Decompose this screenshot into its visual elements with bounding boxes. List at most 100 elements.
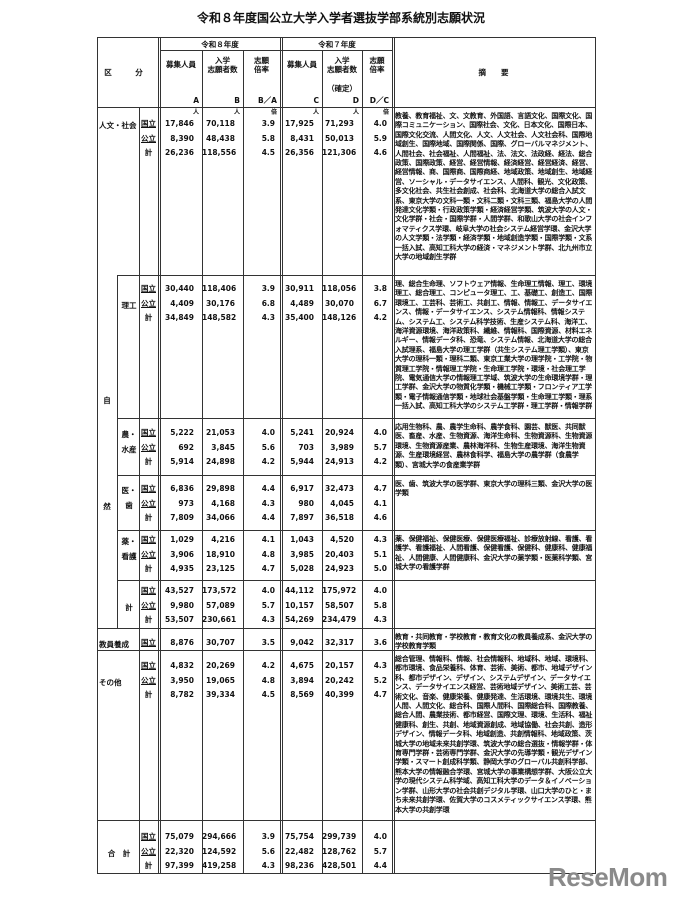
column-header-ratio: 志願 倍率 [369,56,385,74]
value-ba: 4.7 [261,564,275,574]
notes-text: 薬、保健福祉、保健医療、保健医療福祉、診療放射線、看護、看護学、看護福祉、人間看… [395,535,593,572]
value-a: 4,935 [170,564,194,574]
value-ba: 3.5 [261,638,275,647]
row-type-label: 計 [144,513,153,523]
value-a: 30,440 [165,284,194,293]
value-d: 4,045 [330,498,354,508]
value-c: 1,043 [290,535,314,544]
value-ba: 4.3 [261,313,275,323]
table-rule [97,650,595,651]
value-dc: 5.7 [373,846,387,856]
value-c: 7,897 [290,513,314,523]
value-c: 3,985 [290,549,314,559]
group-label: 医・ 歯 [121,486,137,510]
value-d: 128,762 [322,846,357,856]
value-c: 54,269 [285,615,314,625]
value-ba: 6.8 [261,298,275,308]
value-d: 24,913 [325,457,354,467]
value-a: 17,846 [165,119,194,128]
column-letter: D [352,96,359,105]
table-rule [97,820,595,821]
column-header-capacity: 募集人員 [166,60,196,69]
value-d: 20,403 [325,549,354,559]
value-dc: 5.8 [373,600,387,610]
value-dc: 4.0 [373,586,387,595]
row-type-label: 計 [144,564,153,574]
value-b: 124,592 [202,846,237,856]
value-ba: 4.2 [261,661,275,670]
row-type-label: 国立 [141,535,156,544]
row-type-label: 公立 [141,600,156,610]
value-b: 21,053 [206,428,235,437]
value-c: 98,236 [285,861,314,871]
table-rule [97,628,595,629]
value-dc: 4.4 [373,861,387,871]
unit-label: 人 [233,109,240,116]
table-rule [202,50,203,873]
row-type-label: 公立 [141,549,156,559]
group-label: 薬・ 看護 [121,537,137,561]
table-rule [139,107,140,873]
value-a: 22,320 [165,846,194,856]
table-rule [117,275,118,628]
value-a: 8,390 [170,133,194,143]
column-header-capacity: 募集人員 [287,60,317,69]
value-b: 3,845 [211,442,235,452]
value-dc: 4.0 [373,428,387,437]
row-type-label: 国立 [141,284,156,293]
value-d: 175,972 [322,586,357,595]
value-dc: 4.3 [373,535,387,544]
value-ba: 5.6 [261,442,275,452]
row-type-label: 公立 [141,498,156,508]
value-dc: 5.7 [373,442,387,452]
table-rule [243,50,244,873]
value-c: 35,400 [285,313,314,323]
value-d: 428,501 [322,861,357,871]
value-b: 18,910 [206,549,235,559]
value-c: 8,569 [290,690,314,700]
value-ba: 4.5 [261,690,275,700]
value-ba: 4.1 [261,535,275,544]
value-dc: 5.1 [373,549,387,559]
value-a: 34,849 [165,313,194,323]
value-d: 4,520 [330,535,354,544]
value-ba: 4.3 [261,861,275,871]
value-a: 5,222 [170,428,194,437]
value-b: 24,898 [206,457,235,467]
value-dc: 4.6 [373,513,387,523]
value-c: 3,894 [290,675,314,685]
value-ba: 5.7 [261,600,275,610]
value-b: 173,572 [202,586,237,595]
confirmed-label: （確定） [327,84,357,93]
value-ba: 3.9 [261,119,275,128]
value-a: 6,836 [170,484,194,493]
notes-text: 教育・共同教育・学校教育・教育文化の教員養成系、金沢大学の学校教育学類 [395,633,593,651]
value-ba: 5.6 [261,846,275,856]
value-a: 5,914 [170,457,194,467]
value-c: 5,241 [290,428,314,437]
group-label: 農・ 水産 [121,430,137,454]
value-b: 30,707 [206,638,235,647]
value-a: 8,782 [170,690,194,700]
value-c: 6,917 [290,484,314,493]
row-type-label: 計 [144,313,153,323]
value-c: 10,157 [285,600,314,610]
value-c: 980 [298,498,314,508]
table-rule [392,37,393,873]
value-b: 294,666 [202,832,237,841]
value-a: 3,950 [170,675,194,685]
column-header-ratio: 志願 倍率 [254,56,269,74]
value-ba: 4.4 [261,484,275,493]
value-a: 8,876 [170,638,194,647]
value-dc: 4.7 [373,690,387,700]
table-rule [117,275,595,276]
category-header: 区 分 [104,68,151,77]
value-a: 26,236 [165,148,194,158]
table-rule [97,873,596,874]
value-a: 1,029 [170,535,194,544]
value-d: 121,306 [322,148,357,158]
value-ba: 4.4 [261,513,275,523]
natural-sciences-label: 自 然 [103,396,111,511]
value-d: 40,399 [325,690,354,700]
table-rule [97,37,596,38]
